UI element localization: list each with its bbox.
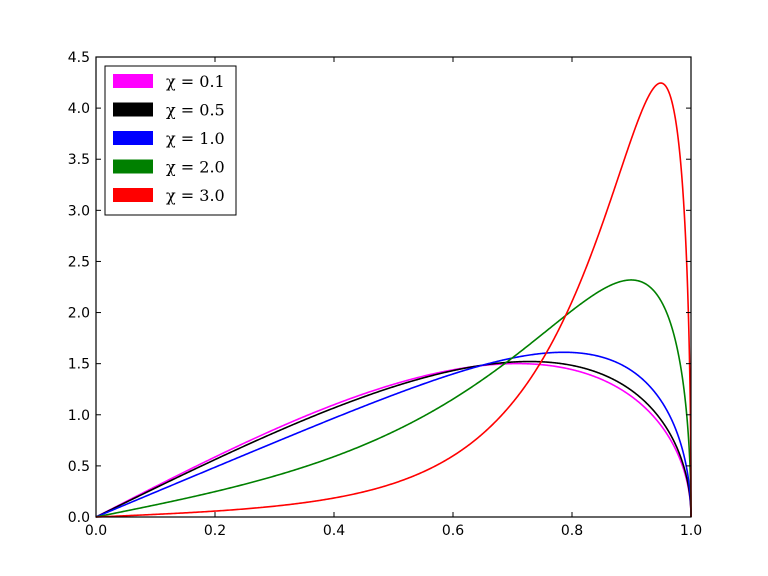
- y-tick-label: 4.0: [68, 101, 90, 117]
- legend-label: χ = 0.1: [166, 72, 225, 91]
- series-line-2: [95, 351, 692, 518]
- legend-swatch: [113, 102, 153, 117]
- axes-frame: [95, 56, 692, 518]
- x-tick-label: 0.6: [442, 523, 464, 539]
- y-tick-label: 0.0: [68, 510, 90, 526]
- series-line-1: [95, 360, 692, 518]
- legend-label: χ = 2.0: [166, 158, 225, 177]
- legend-label: χ = 0.5: [166, 101, 225, 120]
- y-tick-label: 3.5: [68, 152, 90, 168]
- plot-curves: [95, 82, 692, 518]
- x-axis: 0.0 0.2 0.4 0.6 0.8 1.0: [85, 57, 702, 539]
- y-tick-label: 2.0: [68, 306, 90, 322]
- x-tick-label: 1.0: [680, 523, 702, 539]
- series-line-0: [95, 362, 692, 518]
- legend: χ = 0.1 χ = 0.5 χ = 1.0 χ = 2.0 χ = 3.0: [104, 65, 237, 216]
- legend-swatch: [113, 159, 153, 174]
- y-tick-label: 2.5: [68, 254, 90, 270]
- y-tick-label: 4.5: [68, 50, 90, 66]
- legend-swatch: [113, 188, 153, 202]
- y-tick-label: 1.0: [68, 408, 90, 424]
- y-axis: 0.0 0.5 1.0 1.5 2.0 2.5 3.0 3.5 4.0 4.5: [68, 50, 691, 526]
- x-tick-label: 0.8: [561, 523, 583, 539]
- legend-swatch: [113, 131, 153, 145]
- y-tick-label: 1.5: [68, 357, 90, 373]
- series-line-4: [95, 82, 692, 518]
- x-tick-label: 0.2: [204, 523, 226, 539]
- y-tick-label: 0.5: [68, 459, 90, 475]
- x-tick-label: 0.0: [85, 523, 107, 539]
- legend-swatch: [113, 74, 153, 88]
- series-line-3: [95, 279, 692, 518]
- legend-label: χ = 1.0: [166, 129, 225, 148]
- y-tick-label: 3.0: [68, 203, 90, 219]
- legend-label: χ = 3.0: [166, 186, 225, 205]
- x-tick-label: 0.4: [323, 523, 345, 539]
